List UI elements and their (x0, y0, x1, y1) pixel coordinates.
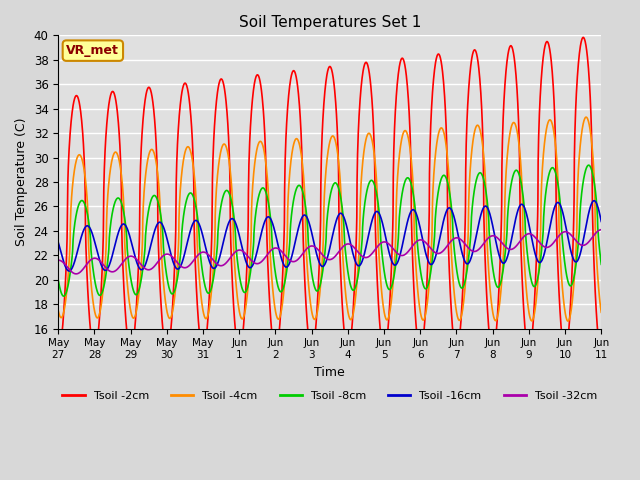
Tsoil -2cm (579, 35, 587, 40)
Tsoil -8cm (54, 277, 62, 283)
Text: VR_met: VR_met (67, 44, 119, 57)
Tsoil -4cm (357, 180, 365, 186)
Tsoil -16cm (65, 268, 73, 274)
Tsoil -32cm (346, 241, 353, 247)
Tsoil -4cm (564, 318, 572, 324)
Tsoil -8cm (585, 162, 593, 168)
Y-axis label: Soil Temperature (C): Soil Temperature (C) (15, 118, 28, 246)
Tsoil -32cm (550, 240, 557, 246)
Tsoil -8cm (550, 166, 557, 171)
Tsoil -32cm (358, 252, 365, 258)
Tsoil -8cm (488, 256, 495, 262)
Tsoil -4cm (582, 114, 590, 120)
Tsoil -16cm (54, 240, 62, 245)
Tsoil -32cm (564, 230, 572, 236)
Tsoil -2cm (54, 349, 62, 355)
Tsoil -16cm (358, 260, 365, 266)
Tsoil -32cm (72, 271, 80, 277)
Tsoil -4cm (346, 314, 353, 320)
Tsoil -4cm (549, 125, 557, 131)
Tsoil -16cm (597, 218, 605, 224)
Line: Tsoil -16cm: Tsoil -16cm (58, 201, 601, 271)
Tsoil -8cm (206, 289, 214, 295)
X-axis label: Time: Time (314, 366, 345, 379)
Tsoil -4cm (597, 310, 605, 315)
Tsoil -4cm (564, 318, 572, 324)
Tsoil -2cm (488, 347, 495, 353)
Legend: Tsoil -2cm, Tsoil -4cm, Tsoil -8cm, Tsoil -16cm, Tsoil -32cm: Tsoil -2cm, Tsoil -4cm, Tsoil -8cm, Tsoi… (58, 386, 602, 405)
Tsoil -16cm (564, 238, 572, 243)
Tsoil -2cm (597, 350, 605, 356)
Tsoil -4cm (206, 303, 214, 309)
Title: Soil Temperatures Set 1: Soil Temperatures Set 1 (239, 15, 421, 30)
Tsoil -8cm (564, 280, 572, 286)
Tsoil -2cm (564, 333, 572, 338)
Tsoil -2cm (549, 84, 557, 89)
Line: Tsoil -8cm: Tsoil -8cm (58, 165, 601, 296)
Tsoil -4cm (488, 300, 495, 305)
Tsoil -16cm (550, 208, 557, 214)
Tsoil -32cm (54, 257, 62, 263)
Tsoil -2cm (357, 84, 365, 90)
Tsoil -16cm (206, 260, 214, 266)
Line: Tsoil -4cm: Tsoil -4cm (58, 117, 601, 321)
Line: Tsoil -2cm: Tsoil -2cm (58, 37, 601, 353)
Tsoil -8cm (358, 246, 365, 252)
Tsoil -32cm (206, 253, 214, 259)
Tsoil -4cm (54, 308, 62, 313)
Tsoil -16cm (346, 236, 353, 241)
Tsoil -8cm (346, 278, 353, 284)
Tsoil -16cm (590, 198, 598, 204)
Tsoil -8cm (60, 293, 68, 299)
Tsoil -32cm (597, 227, 605, 232)
Tsoil -2cm (206, 287, 214, 292)
Tsoil -32cm (488, 233, 495, 239)
Tsoil -2cm (346, 347, 353, 352)
Tsoil -16cm (488, 218, 495, 224)
Tsoil -8cm (597, 262, 605, 267)
Line: Tsoil -32cm: Tsoil -32cm (58, 229, 601, 274)
